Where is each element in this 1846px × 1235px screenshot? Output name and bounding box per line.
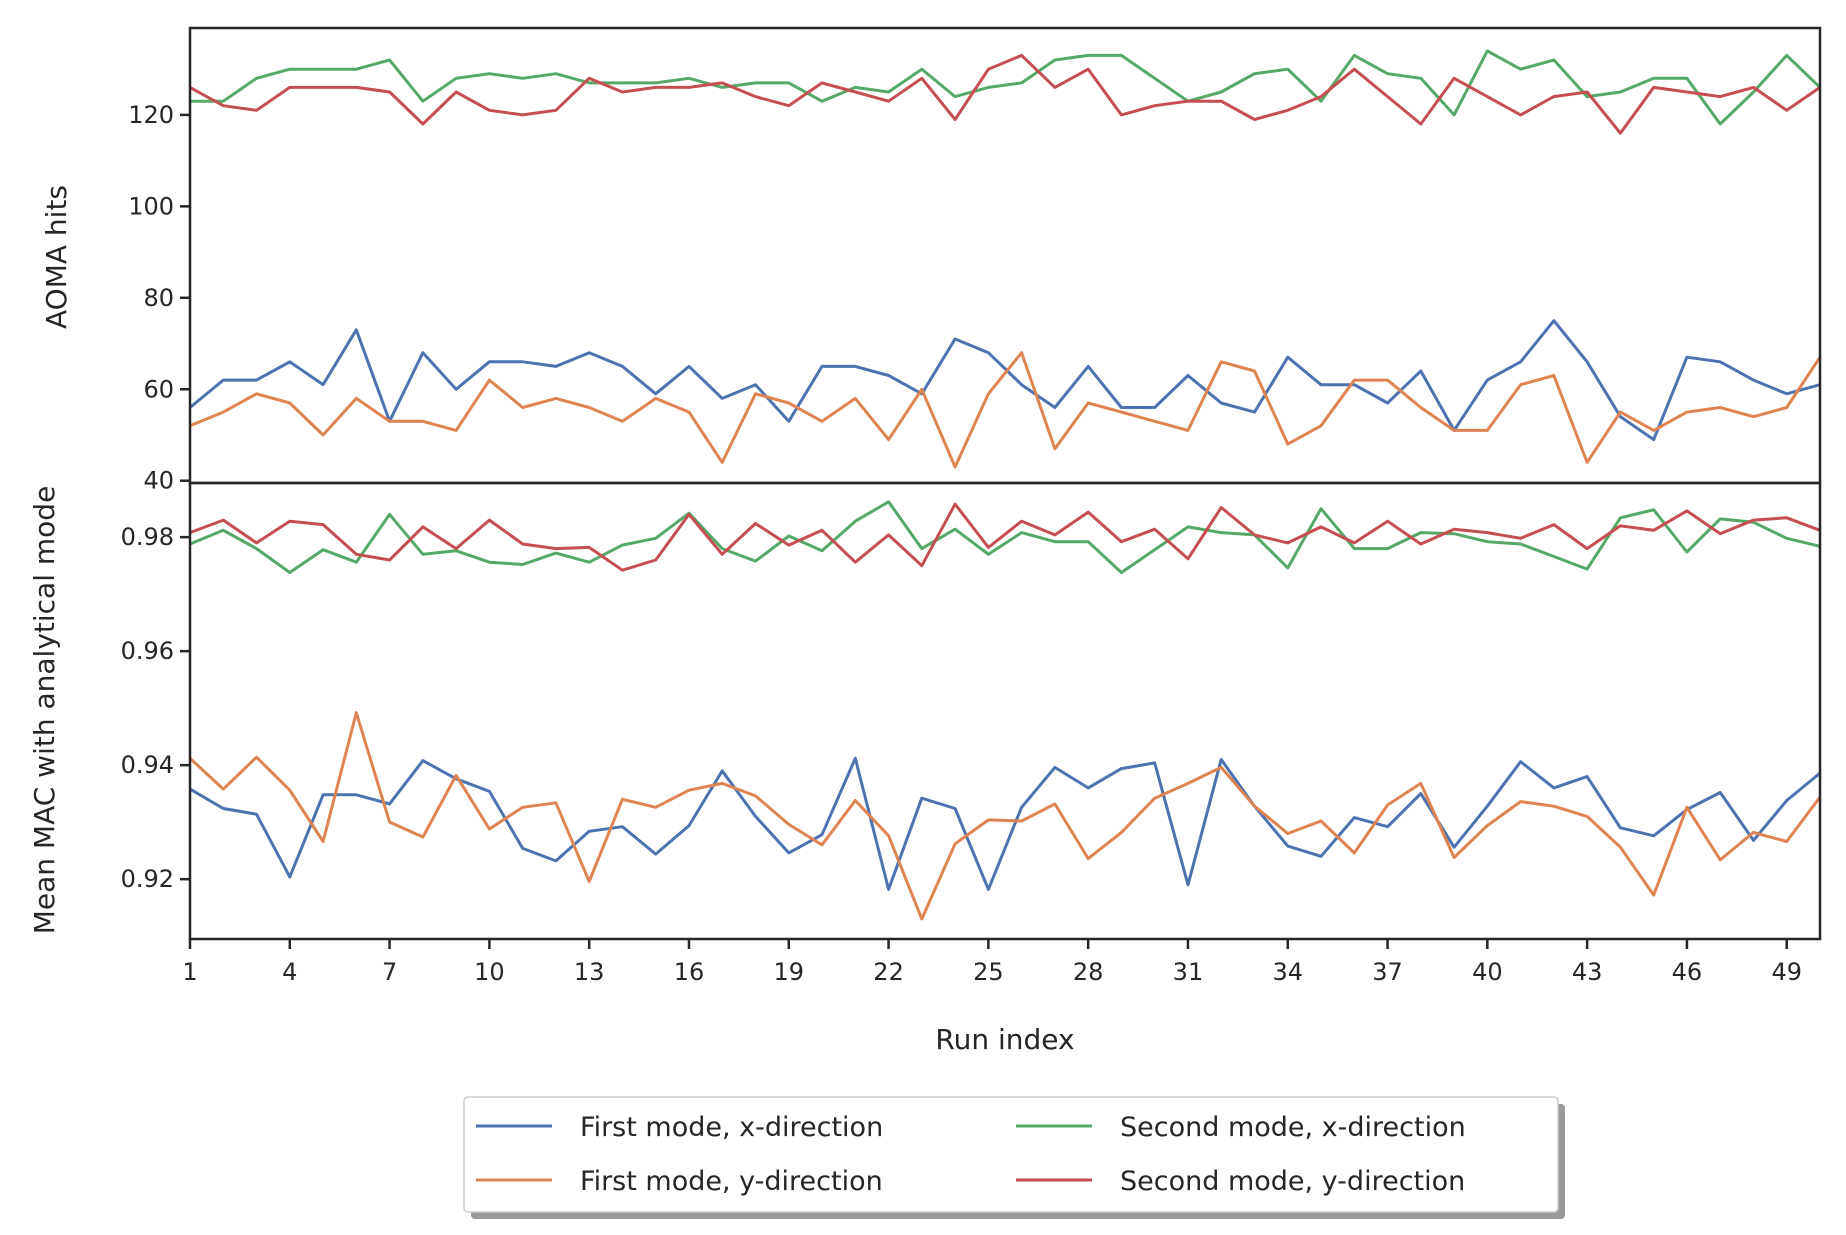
run-index-x-tick-label: 46 <box>1672 958 1703 986</box>
legend-label: First mode, y-direction <box>580 1166 883 1197</box>
aoma-hits-line-first-mode-y-direction <box>189 351 1822 469</box>
mean-mac-y-tick-label: 0.96 <box>121 637 174 665</box>
aoma-hits-y-tick-label: 120 <box>128 101 174 129</box>
run-index-x-tick-label: 34 <box>1272 958 1303 986</box>
legend-box <box>463 1096 1559 1213</box>
mean-mac-y-tick-label: 0.94 <box>121 751 174 779</box>
aoma-hits-panel: 40 60 80 100 120 AOMA hits <box>40 49 1822 495</box>
aoma-hits-y-tick-label: 100 <box>128 192 174 220</box>
run-index-x-tick-label: 37 <box>1372 958 1403 986</box>
legend: First mode, x-direction First mode, y-dir… <box>463 1096 1565 1219</box>
run-index-x-tick-label: 25 <box>973 958 1004 986</box>
aoma-hits-y-tick-label: 60 <box>143 375 174 403</box>
mean-mac-line-first-mode-x-direction <box>189 756 1821 891</box>
run-index-x-tick-label: 4 <box>282 958 297 986</box>
run-index-x-tick-label: 19 <box>774 958 805 986</box>
mean-mac-line-second-mode-y-direction <box>189 502 1821 572</box>
run-index-x-tick-label: 22 <box>873 958 904 986</box>
run-index-x-tick-label: 13 <box>574 958 605 986</box>
mean-mac-line-second-mode-x-direction <box>189 500 1821 574</box>
mean-mac-y-tick-label: 0.98 <box>121 523 174 551</box>
aoma-hits-line-second-mode-x-direction <box>190 49 1822 126</box>
run-index-x-ticks: 1 4 7 10 13 16 19 22 25 28 31 34 37 40 43 46 49 <box>182 939 1802 986</box>
legend-label: Second mode, x-direction <box>1120 1112 1466 1143</box>
mean-mac-y-axis-label: Mean MAC with analytical mode <box>28 486 61 935</box>
aoma-hits-line-first-mode-x-direction <box>189 319 1821 442</box>
mean-mac-panel: 0.92 0.94 0.96 0.98 1 4 7 10 13 16 19 22 25 28 31 34 37… <box>28 486 1822 1056</box>
run-index-x-tick-label: 28 <box>1073 958 1104 986</box>
run-index-x-tick-label: 40 <box>1472 958 1503 986</box>
run-index-x-tick-label: 31 <box>1173 958 1204 986</box>
mean-mac-y-tick-label: 0.92 <box>121 865 174 893</box>
mean-mac-series-lines <box>188 500 1822 921</box>
aoma-hits-y-axis-label: AOMA hits <box>40 185 73 329</box>
run-index-x-tick-label: 7 <box>382 958 397 986</box>
aoma-hits-y-tick-label: 80 <box>143 284 174 312</box>
mean-mac-axes-frame <box>188 481 1822 941</box>
legend-label: Second mode, y-direction <box>1120 1166 1465 1197</box>
run-index-x-axis-label: Run index <box>935 1023 1074 1056</box>
axes-frames <box>188 26 1822 941</box>
mean-mac-line-first-mode-y-direction <box>188 711 1822 921</box>
aoma-hits-y-tick-label: 40 <box>143 467 174 495</box>
mean-mac-y-ticks: 0.92 0.94 0.96 0.98 <box>121 523 190 893</box>
legend-items: First mode, x-direction First mode, y-dir… <box>476 1112 1466 1197</box>
run-index-x-tick-label: 43 <box>1572 958 1603 986</box>
run-index-x-tick-label: 49 <box>1771 958 1802 986</box>
run-index-x-tick-label: 16 <box>674 958 705 986</box>
legend-label: First mode, x-direction <box>580 1112 883 1143</box>
aoma-hits-series-lines <box>189 49 1822 469</box>
aoma-hits-line-second-mode-y-direction <box>189 53 1821 135</box>
run-index-x-tick-label: 10 <box>474 958 505 986</box>
aoma-hits-y-ticks: 40 60 80 100 120 <box>128 101 190 495</box>
run-index-x-tick-label: 1 <box>182 958 197 986</box>
